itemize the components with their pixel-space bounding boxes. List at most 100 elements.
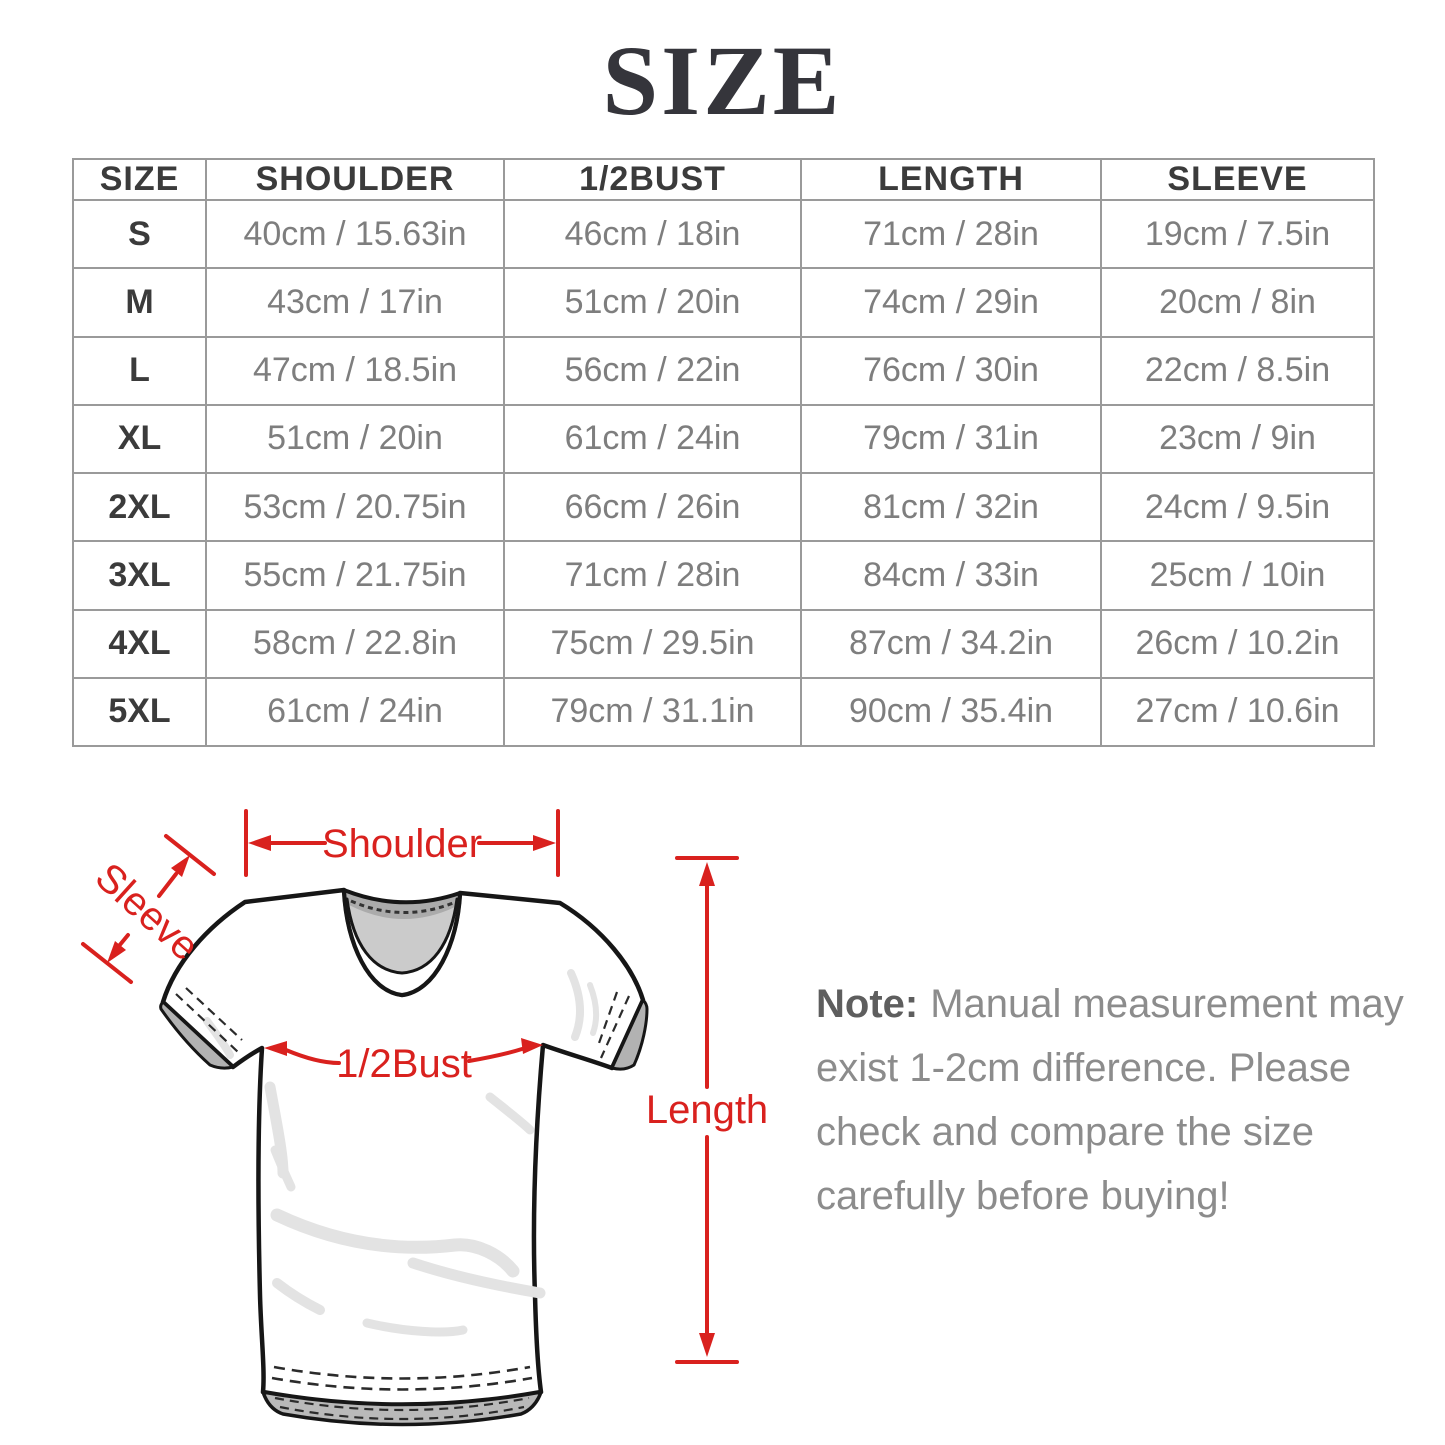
collar-outer-edge [342,888,462,998]
measurement-cell: 84cm / 33in [800,540,1102,611]
bust-dimension-arrow: 1/2Bust [264,1038,543,1086]
collar-back-band [344,890,460,920]
table-row: 4XL 58cm / 22.8in 75cm / 29.5in 87cm / 34.2… [72,608,1375,679]
right-cuff-stitch [599,995,631,1059]
arrowhead-left [248,835,271,851]
measurement-cell: 25cm / 10in [1100,540,1375,611]
sleeve-line-top [157,872,178,898]
size-label-cell: 3XL [72,540,207,611]
measurement-cell: 58cm / 22.8in [205,608,505,679]
measurement-cell: 74cm / 29in [800,267,1102,338]
measurement-cell: 27cm / 10.6in [1100,676,1375,748]
measurement-cell: 46cm / 18in [503,198,802,270]
note: Note: Manual measurement may exist 1-2cm … [816,972,1416,1228]
left-cuff-opening [159,1000,235,1070]
measurement-cell: 71cm / 28in [503,540,802,611]
table-row: 3XL 55cm / 21.75in 71cm / 28in 84cm / 33in 2… [72,540,1375,611]
note-line: exist 1-2cm difference. Please [816,1046,1352,1090]
size-label-cell: L [72,335,207,406]
measurement-cell: 76cm / 30in [800,335,1102,406]
hem-stitch [274,1396,530,1412]
size-label-cell: 2XL [72,471,207,543]
size-table: SIZE SHOULDER 1/2BUST LENGTH SLEEVE S 40c… [72,158,1375,748]
arrowhead-down-left [107,941,126,963]
measurement-cell: 61cm / 24in [205,676,505,748]
right-cuff-opening [610,998,649,1071]
arrowhead-right [533,835,556,851]
size-label-cell: 5XL [72,676,207,748]
bust-line-left [284,1048,341,1065]
measurement-cell: 40cm / 15.63in [205,198,505,270]
size-label-cell: 4XL [72,608,207,679]
table-row: L 47cm / 18.5in 56cm / 22in 76cm / 30in 22cm… [72,335,1375,406]
collar-inner-edge [345,897,459,975]
measurement-cell: 23cm / 9in [1100,403,1375,475]
measurement-cell: 22cm / 8.5in [1100,335,1375,406]
measurement-cell: 79cm / 31in [800,403,1102,475]
collar-zigzag-stitch [350,899,454,915]
arrowhead-left [264,1041,287,1056]
table-row: S 40cm / 15.63in 46cm / 18in 71cm / 28in 19c… [72,198,1375,270]
length-label: Length [646,1088,768,1132]
arrowhead-right [521,1038,543,1054]
bust-label: 1/2Bust [336,1042,472,1086]
hem-band [261,1390,543,1427]
measurement-cell: 20cm / 8in [1100,267,1375,338]
tshirt-measurement-diagram: Shoulder Sleeve 1/2Bust Lengt [81,809,768,1427]
size-table-body: S 40cm / 15.63in 46cm / 18in 71cm / 28in 19c… [72,198,1375,748]
measurement-cell: 66cm / 26in [503,471,802,543]
table-row: 5XL 61cm / 24in 79cm / 31.1in 90cm / 35.4in… [72,676,1375,748]
hem-stitch [271,1376,533,1391]
table-row: XL 51cm / 20in 61cm / 24in 79cm / 31in 23cm … [72,403,1375,475]
measurement-cell: 47cm / 18.5in [205,335,505,406]
wrinkle [362,1318,468,1337]
column-header-bust: 1/2BUST [503,158,802,201]
size-table-header-row: SIZE SHOULDER 1/2BUST LENGTH SLEEVE [72,158,1375,201]
measurement-cell: 75cm / 29.5in [503,608,802,679]
measurement-cell: 24cm / 9.5in [1100,471,1375,543]
collar-rib [344,890,460,995]
sleeve-tick-bottom [81,942,133,984]
measurement-cell: 43cm / 17in [205,267,505,338]
size-label-cell: S [72,198,207,270]
arrowhead-up [699,862,715,886]
wrinkle [567,969,584,1041]
page-title: SIZE [602,25,843,136]
wrinkle [407,1257,546,1299]
note-line: Note: Manual measurement may [816,972,1416,1036]
measurement-cell: 26cm / 10.2in [1100,608,1375,679]
wrinkle [270,1145,296,1192]
note-prefix: Note: [816,982,919,1026]
collar-back-edge [342,888,462,905]
wrinkle [270,1208,520,1278]
right-cuff-stitch [596,991,619,1047]
wrinkle [587,982,600,1036]
table-row: M 43cm / 17in 51cm / 20in 74cm / 29in 20cm /… [72,267,1375,338]
shoulder-dimension-arrow: Shoulder [244,809,560,877]
arrowhead-up-right [171,855,190,877]
column-header-shoulder: SHOULDER [205,158,505,201]
wrinkle [485,1092,535,1135]
size-label-cell: M [72,267,207,338]
left-cuff-stitch [185,987,243,1041]
note-line: check and compare the size [816,1110,1315,1154]
column-header-length: LENGTH [800,158,1102,201]
column-header-size: SIZE [72,158,207,201]
measurement-cell: 53cm / 20.75in [205,471,505,543]
arrowhead-down [699,1333,715,1357]
measurement-cell: 87cm / 34.2in [800,608,1102,679]
sleeve-label: Sleeve [87,855,207,970]
note-text: Manual measurement may [930,982,1404,1026]
hem-stitch [279,1405,525,1421]
measurement-cell: 51cm / 20in [503,267,802,338]
measurement-cell: 71cm / 28in [800,198,1102,270]
measurement-cell: 19cm / 7.5in [1100,198,1375,270]
measurement-cell: 51cm / 20in [205,403,505,475]
length-dimension-arrow: Length [646,856,768,1364]
measurement-cell: 81cm / 32in [800,471,1102,543]
measurement-cell: 79cm / 31.1in [503,676,802,748]
table-row: 2XL 53cm / 20.75in 66cm / 26in 81cm / 32in 2… [72,471,1375,543]
note-line: carefully before buying! [816,1174,1230,1218]
measurement-cell: 90cm / 35.4in [800,676,1102,748]
